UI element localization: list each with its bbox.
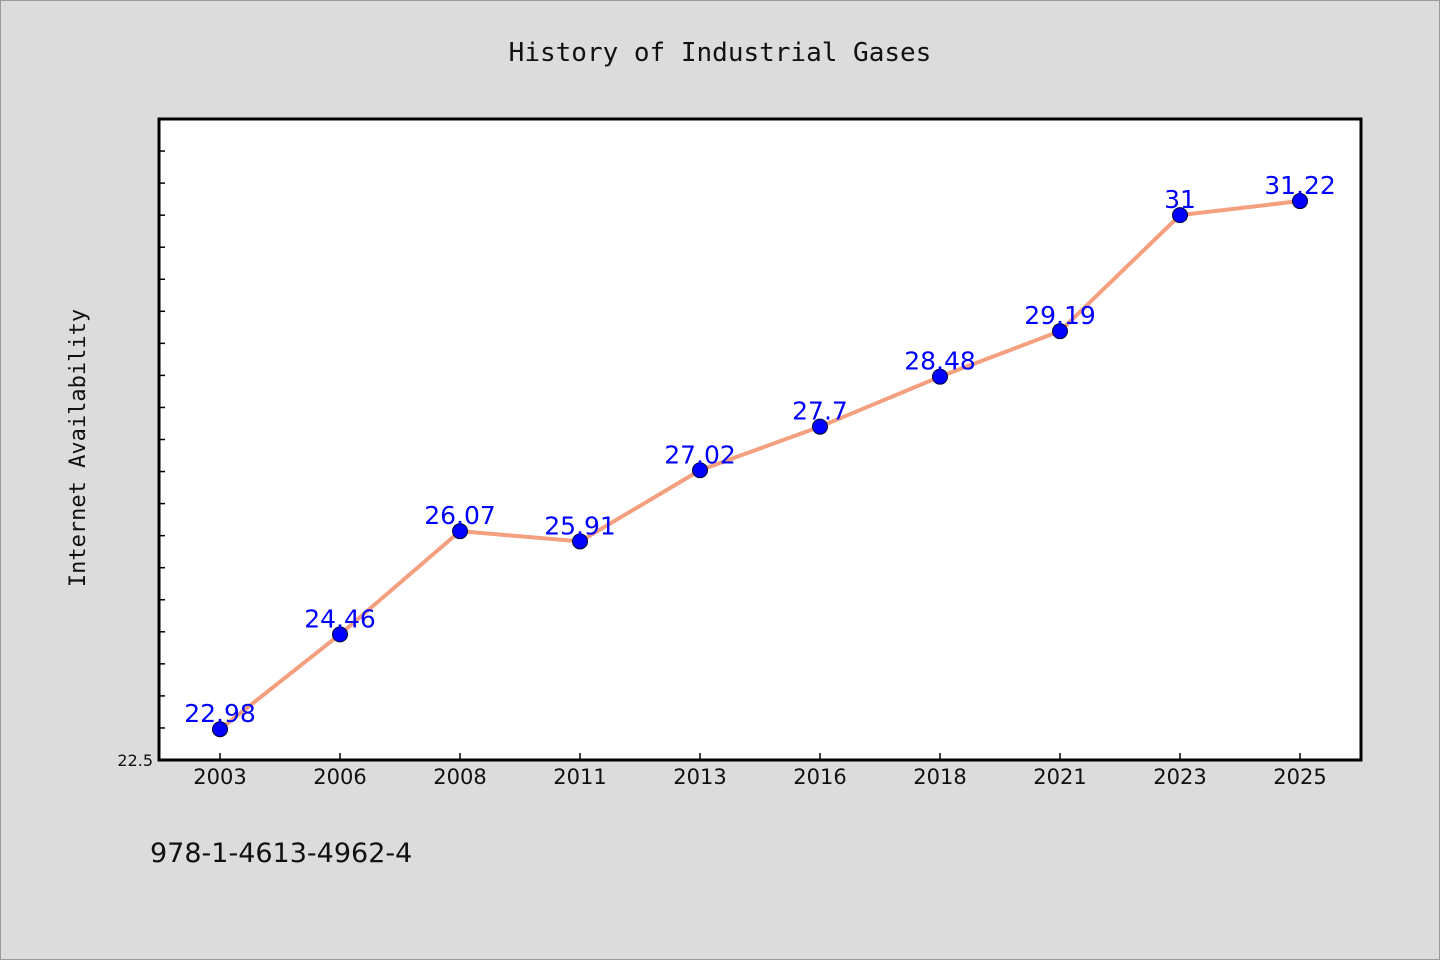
x-tick-label: 2006: [313, 765, 366, 789]
data-point: [1172, 207, 1188, 224]
data-label: 25.91: [544, 511, 616, 540]
data-point: [1292, 193, 1308, 210]
data-point: [1052, 323, 1068, 340]
y-axis-ticks: 22.5: [117, 118, 165, 770]
data-label: 22.98: [184, 699, 256, 728]
data-point: [692, 462, 708, 479]
data-label: 31.22: [1264, 171, 1336, 200]
chart-title: History of Industrial Gases: [509, 38, 932, 68]
isbn-footer: 978-1-4613-4962-4: [150, 838, 412, 869]
x-tick-label: 2021: [1033, 765, 1086, 789]
x-tick-label: 2025: [1273, 765, 1326, 789]
x-tick-label: 2011: [553, 765, 606, 789]
x-tick-label: 2013: [673, 765, 726, 789]
data-point: [932, 368, 948, 385]
x-tick-label: 2016: [793, 765, 846, 789]
series-group: 22.98 24.46 26.07 25.91 27.02 27.7 28.48 29.19 3…: [184, 171, 1336, 738]
data-label: 24.46: [304, 604, 376, 633]
data-point: [212, 721, 228, 738]
y-tick-label: 22.5: [117, 751, 153, 770]
data-label: 29.19: [1024, 301, 1096, 330]
x-tick-label: 2008: [433, 765, 486, 789]
data-point: [572, 533, 588, 550]
data-point: [452, 523, 468, 540]
x-tick-label: 2018: [913, 765, 966, 789]
data-point: [812, 418, 828, 435]
x-tick-label: 2003: [193, 765, 246, 789]
data-label: 26.07: [424, 501, 496, 530]
data-point: [332, 626, 348, 643]
plot-area: [157, 117, 1363, 762]
series-line: [218, 199, 1301, 731]
data-label: 31: [1164, 185, 1196, 214]
data-label: 27.02: [664, 440, 736, 469]
x-tick-label: 2023: [1153, 765, 1206, 789]
data-label: 28.48: [904, 347, 976, 376]
y-axis-label: Internet Availability: [66, 309, 91, 587]
data-label: 27.7: [792, 397, 848, 426]
x-axis-ticks: 2003 2006 2008 2011 2013 2016 2018 2021 2023 2025: [193, 753, 1327, 789]
